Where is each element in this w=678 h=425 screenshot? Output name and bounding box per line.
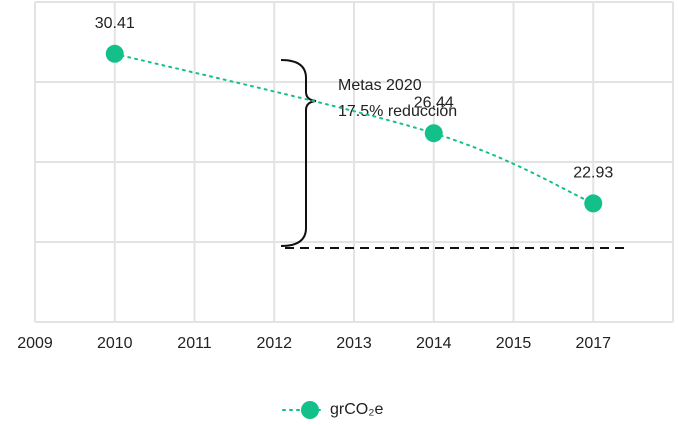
- data-label: 26.44: [414, 94, 454, 111]
- x-tick-label: 2009: [17, 335, 53, 352]
- bracket: [280, 59, 317, 247]
- data-point: [424, 124, 443, 143]
- data-point: [584, 194, 603, 213]
- legend-marker: [301, 401, 319, 419]
- x-tick-label: 2012: [256, 335, 292, 352]
- annotation: 17.5% reducción: [338, 103, 457, 120]
- x-tick-label: 2017: [575, 335, 611, 352]
- x-tick-label: 2013: [336, 335, 372, 352]
- annotation: Metas 2020: [338, 77, 422, 94]
- data-point: [105, 44, 124, 63]
- x-tick-label: 2015: [496, 335, 532, 352]
- data-label: 22.93: [573, 165, 613, 182]
- x-tick-label: 2011: [177, 335, 212, 352]
- series-line: [113, 52, 595, 205]
- x-tick-label: 2010: [97, 335, 133, 352]
- x-tick-label: 2014: [416, 335, 452, 352]
- data-label: 30.41: [95, 15, 135, 32]
- legend-label: grCO₂e: [330, 401, 383, 418]
